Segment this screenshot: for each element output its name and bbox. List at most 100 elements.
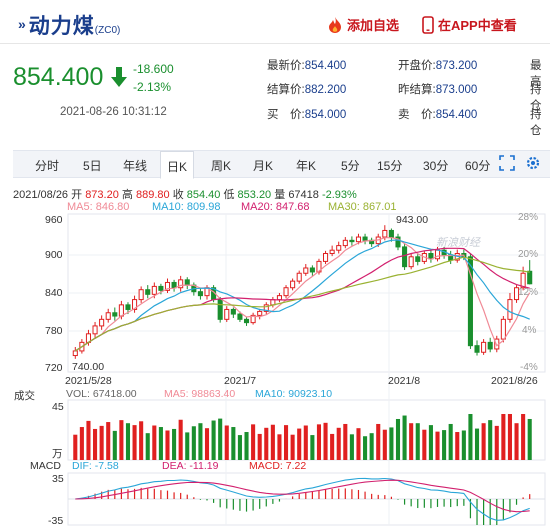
quote-row-high-partial: 最高: [530, 60, 542, 88]
volume-bar: [343, 423, 348, 460]
candle-body: [276, 295, 282, 301]
y-tick-label: 900: [45, 249, 63, 261]
volume-bar: [310, 435, 315, 460]
macd-dea: DEA: -11.19: [162, 460, 219, 472]
volume-bar: [488, 420, 493, 460]
volume-bar: [283, 425, 289, 460]
y-tick-label: 960: [45, 214, 63, 226]
volume-bar: [507, 414, 512, 460]
volume-bar: [349, 434, 354, 460]
low-annotation: 740.00: [72, 361, 105, 373]
open-app-label: 在APP中查看: [438, 18, 517, 33]
volume-bar: [244, 432, 249, 460]
volume-bar: [251, 424, 256, 460]
tab-5day[interactable]: 5日: [83, 159, 102, 173]
instrument-title: »动力煤(ZC0): [18, 10, 120, 40]
tab-intraday[interactable]: 分时: [35, 159, 60, 173]
add-favorite-label: 添加自选: [347, 18, 400, 33]
volume-bar: [106, 422, 111, 460]
high-annotation: 943.00: [396, 214, 429, 226]
volume-bar: [112, 430, 117, 460]
candle-body: [283, 287, 289, 297]
candle-body: [474, 345, 480, 353]
candle-body: [355, 236, 362, 243]
candle-body: [72, 350, 78, 357]
candle-body: [171, 281, 177, 289]
x-tick-label: 2021/7: [224, 375, 257, 387]
volume-bar: [527, 418, 532, 460]
instrument-name: 动力煤: [28, 15, 95, 38]
candle-body: [402, 246, 408, 268]
quote-row-prev-settle: 昨结算:873.000: [398, 84, 478, 96]
volume-bar: [481, 423, 486, 460]
candle-body: [250, 314, 256, 324]
quote-row-oi-partial: 持仓: [530, 84, 542, 112]
candle-body: [197, 291, 203, 297]
tab-60min[interactable]: 60分: [465, 159, 491, 173]
volume-panel-label: 成交: [14, 390, 35, 402]
y-tick-label: 720: [45, 362, 63, 374]
volume-bar: [448, 423, 453, 460]
down-arrow-icon: [110, 66, 128, 91]
open-app-button[interactable]: 在APP中查看: [422, 15, 517, 34]
tab-daily-k[interactable]: 日K: [160, 151, 195, 179]
volume-bar: [468, 414, 473, 460]
tab-yearly-k[interactable]: 年K: [296, 159, 317, 173]
candle-body: [237, 313, 243, 320]
ma5-label: MA5: 846.80: [67, 201, 130, 213]
candle-body: [428, 253, 434, 260]
fullscreen-icon[interactable]: [499, 155, 515, 174]
tab-weekly-k[interactable]: 周K: [211, 159, 232, 173]
volume-bar: [165, 430, 170, 460]
quote-row-ask: 卖 价:854.400: [398, 109, 478, 121]
candle-body: [507, 299, 513, 320]
volume-bar: [336, 427, 341, 460]
candle-body: [349, 239, 355, 243]
volume-bar: [99, 425, 104, 460]
price-change: -18.600: [133, 62, 174, 76]
macd-dea-line: [75, 479, 530, 513]
volume-bar: [323, 422, 328, 460]
candle-body: [362, 236, 368, 241]
volume-bar: [409, 423, 414, 460]
volume-bar: [79, 427, 84, 460]
pct-tick-label: 4%: [522, 325, 537, 336]
tab-5min[interactable]: 5分: [341, 159, 360, 173]
volume-bar: [145, 433, 150, 460]
volume-bar: [158, 427, 163, 460]
quote-datetime: 2021-08-26 10:31:12: [60, 106, 167, 118]
volume-bar: [73, 434, 78, 460]
candle-body: [323, 253, 329, 262]
flame-icon: [327, 16, 343, 34]
volume-y-top: 45: [52, 401, 64, 413]
instrument-code: (ZC0): [94, 25, 121, 36]
candle-body: [467, 256, 473, 347]
phone-icon: [422, 15, 434, 34]
volume-ma10: MA10: 90923.10: [255, 388, 333, 400]
volume-bar: [422, 429, 427, 460]
volume-bar: [494, 425, 499, 460]
volume-bar: [93, 428, 98, 460]
candle-body: [303, 267, 309, 274]
candle-body: [257, 310, 263, 316]
volume-bar: [514, 423, 519, 460]
tab-monthly-k[interactable]: 月K: [253, 159, 274, 173]
watermark-text: 新浪财经: [436, 237, 480, 249]
candle-body: [151, 285, 157, 295]
price-change-percent: -2.13%: [133, 80, 172, 94]
pct-tick-label: -4%: [520, 362, 538, 373]
tab-year-line[interactable]: 年线: [123, 159, 148, 173]
tab-30min[interactable]: 30分: [423, 159, 449, 173]
volume-bar: [415, 423, 420, 460]
add-favorite-button[interactable]: 添加自选: [327, 15, 399, 34]
tab-15min[interactable]: 15分: [377, 159, 403, 173]
quote-row-oi2-partial: 持仓: [530, 109, 542, 137]
settings-icon[interactable]: [525, 155, 541, 174]
volume-bar: [257, 433, 262, 460]
candle-body: [296, 272, 302, 282]
candle-low: 853.20: [237, 189, 272, 201]
candle-date: 2021/08/26: [13, 189, 69, 201]
candle-body: [481, 341, 487, 353]
volume-bar: [382, 429, 387, 460]
